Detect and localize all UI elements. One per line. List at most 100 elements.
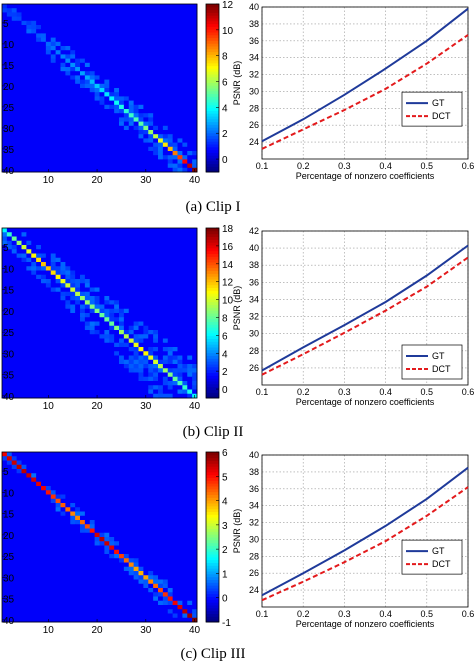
heatmap-cell [21,300,27,305]
heatmap-cell [89,113,96,118]
heatmap-cell [177,381,183,386]
heatmap-cell [162,4,169,9]
heatmap-cell [187,308,193,314]
heatmap-cell [21,113,27,118]
heatmap-cell [16,228,22,233]
heatmap-cell [119,92,125,97]
heatmap-cell [31,376,37,382]
heatmap-cell [84,376,91,382]
heatmap-cell [162,75,169,80]
heatmap-cell [138,334,144,339]
heatmap-cell [119,134,125,139]
heatmap-cell [153,313,159,318]
heatmap-cell [162,8,169,13]
heatmap-cell [114,249,120,254]
heatmap-cell [182,334,188,339]
heatmap-cell [109,537,115,542]
heatmap-cell [89,554,96,559]
heatmap-y-tick-label: 25 [3,103,15,114]
heatmap-cell [99,130,105,135]
heatmap-cell [104,4,110,9]
heatmap-cell [119,554,125,559]
heatmap-cell [16,58,22,64]
heatmap-cell [94,151,100,156]
heatmap-cell [80,96,86,101]
heatmap-cell [128,146,135,152]
heatmap-cell [158,334,164,339]
heatmap-cell [60,88,66,93]
heatmap-cell [99,503,105,508]
heatmap-cell [2,228,8,233]
heatmap-cell [89,33,96,38]
heatmap-cell [75,20,81,26]
heatmap-cell [55,16,61,22]
heatmap-cell [16,291,22,297]
heatmap-b [2,228,198,399]
heatmap-cell [31,490,37,495]
heatmap-cell [94,134,100,139]
heatmap-cell [26,579,32,585]
heatmap-cell [45,109,52,114]
heatmap-cell [6,142,13,148]
heatmap-cell [187,452,193,457]
heatmap-cell [119,104,125,110]
heatmap-cell [65,473,71,478]
heatmap-cell [50,228,57,233]
heatmap-cell [75,266,81,271]
heatmap-cell [60,71,66,76]
legend-box [401,91,463,127]
heatmap-cell [55,121,61,127]
heatmap-cell [153,104,159,110]
heatmap-cell [99,490,105,495]
heatmap-cell [143,92,149,97]
heatmap-cell [2,296,8,301]
heatmap-cell [75,155,81,160]
heatmap-cell [128,549,135,555]
heatmap-cell [172,605,178,610]
heatmap-cell [65,20,71,26]
heatmap-cell [148,321,154,327]
heatmap-cell [138,503,144,508]
heatmap-cell [45,257,52,263]
heatmap-cell [45,486,52,491]
heatmap-cell [16,537,22,542]
colorbar-segment [206,146,219,151]
heatmap-cell [80,583,86,589]
heatmap-cell [162,67,169,72]
heatmap-cell [153,163,159,169]
heatmap-cell [50,79,57,85]
heatmap-cell [109,571,115,576]
heatmap-cell [21,58,27,64]
heatmap-cell [182,520,188,525]
heatmap-cell [133,554,139,559]
heatmap-cell [167,304,174,310]
heatmap-cell [45,334,52,339]
heatmap-cell [16,347,22,352]
heatmap-cell [50,16,57,22]
heatmap-cell [21,25,27,30]
heatmap-cell [55,592,61,597]
heatmap-cell [55,274,61,280]
heatmap-cell [123,317,130,322]
heatmap-cell [138,163,144,169]
heatmap-cell [158,549,164,555]
heatmap-cell [148,562,154,568]
heatmap-a [2,4,198,173]
heatmap-cell [114,300,120,305]
heatmap-cell [109,33,115,38]
heatmap-cell [148,37,154,43]
colorbar-tick-label: 4 [222,103,228,114]
heatmap-cell [158,364,164,369]
heatmap-cell [16,579,22,585]
heatmap-cell [162,583,169,589]
heatmap-cell [114,588,120,593]
heatmap-cell [192,155,198,160]
heatmap-cell [60,29,66,34]
heatmap-cell [31,159,37,164]
heatmap-cell [80,296,86,301]
heatmap-cell [177,20,183,26]
heatmap-cell [172,245,178,250]
heatmap-cell [45,12,52,17]
heatmap-cell [41,228,47,233]
